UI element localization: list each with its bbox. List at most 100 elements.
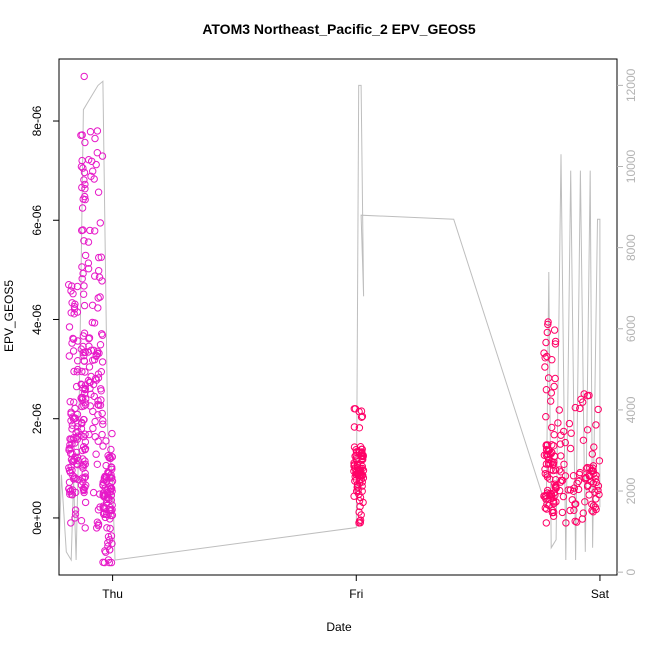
data-point — [103, 524, 111, 532]
data-point — [81, 438, 90, 446]
data-point — [548, 423, 556, 432]
data-point — [357, 413, 366, 421]
data-point — [81, 469, 89, 478]
data-point — [92, 352, 100, 360]
data-point — [359, 471, 367, 479]
data-point — [542, 519, 550, 527]
data-point — [108, 429, 116, 438]
data-point — [550, 499, 558, 508]
data-point — [98, 430, 106, 439]
data-point — [94, 411, 102, 419]
data-point — [94, 188, 103, 196]
chart-title: ATOM3 Northeast_Pacific_2 EPV_GEOS5 — [202, 21, 476, 37]
data-point — [79, 164, 87, 172]
data-point — [79, 393, 87, 402]
data-point — [590, 443, 598, 451]
data-point — [67, 519, 75, 527]
data-point — [350, 405, 358, 413]
data-point — [102, 495, 111, 504]
data-point — [79, 455, 87, 463]
data-point — [93, 460, 102, 468]
x-tick-label: Fri — [349, 587, 363, 601]
data-point — [93, 524, 101, 532]
data-point — [551, 374, 559, 383]
data-point — [356, 519, 364, 527]
data-point — [84, 348, 93, 356]
data-point — [69, 347, 78, 355]
data-point — [78, 275, 86, 283]
data-point — [97, 368, 106, 376]
data-point — [80, 352, 88, 360]
data-point — [592, 495, 600, 503]
data-point — [80, 168, 89, 177]
data-point — [107, 506, 115, 515]
data-point — [93, 149, 102, 157]
y-tick-label: 8e-06 — [30, 105, 44, 136]
data-point — [92, 160, 100, 169]
data-point — [81, 524, 89, 532]
data-point — [354, 465, 362, 474]
data-point — [91, 433, 99, 441]
data-point — [80, 237, 88, 245]
data-point — [74, 419, 82, 427]
data-point — [548, 449, 556, 457]
data-point — [559, 492, 568, 501]
data-point — [108, 501, 116, 509]
data-point — [81, 138, 89, 147]
data-point — [98, 277, 106, 285]
y-tick-label: 4e-06 — [30, 304, 44, 335]
data-point — [78, 402, 86, 411]
data-point — [94, 294, 102, 302]
data-point — [98, 409, 106, 418]
data-point — [69, 471, 77, 480]
data-point — [85, 334, 94, 342]
data-point — [588, 450, 596, 458]
data-point — [67, 417, 75, 425]
data-point — [68, 457, 77, 466]
data-point — [578, 515, 587, 523]
data-point — [89, 424, 97, 433]
data-point — [106, 485, 115, 493]
altitude-line-layer — [58, 80, 601, 562]
data-point — [354, 486, 362, 495]
data-point — [589, 464, 597, 472]
data-point — [105, 558, 114, 567]
data-point — [592, 505, 600, 514]
data-point — [106, 524, 114, 533]
data-point — [583, 392, 592, 400]
data-point — [569, 487, 578, 495]
data-point — [81, 180, 89, 189]
data-point — [568, 496, 576, 504]
data-point — [80, 357, 89, 365]
data-point — [81, 384, 90, 393]
data-point — [106, 453, 114, 461]
data-point — [106, 536, 114, 544]
data-point — [107, 484, 115, 492]
data-point — [555, 466, 564, 474]
data-point — [541, 504, 549, 512]
data-point — [85, 335, 93, 343]
data-point — [80, 301, 89, 310]
data-point — [560, 460, 568, 468]
data-point — [81, 446, 89, 454]
data-point — [94, 521, 103, 530]
data-point — [78, 263, 86, 271]
y2-tick-label: 8000 — [624, 234, 638, 261]
y2-tick-label: 0 — [624, 569, 638, 576]
data-point — [80, 461, 88, 469]
data-point — [106, 546, 114, 554]
data-point — [106, 515, 114, 523]
data-point — [547, 397, 555, 405]
data-point — [550, 382, 558, 391]
data-point — [561, 438, 569, 447]
data-point — [588, 507, 596, 515]
data-point — [353, 483, 361, 491]
data-point — [97, 253, 106, 261]
data-point — [571, 403, 579, 412]
y2-tick-label: 12000 — [624, 68, 638, 102]
data-point — [102, 548, 110, 556]
data-point — [80, 72, 88, 81]
data-point — [592, 421, 600, 429]
